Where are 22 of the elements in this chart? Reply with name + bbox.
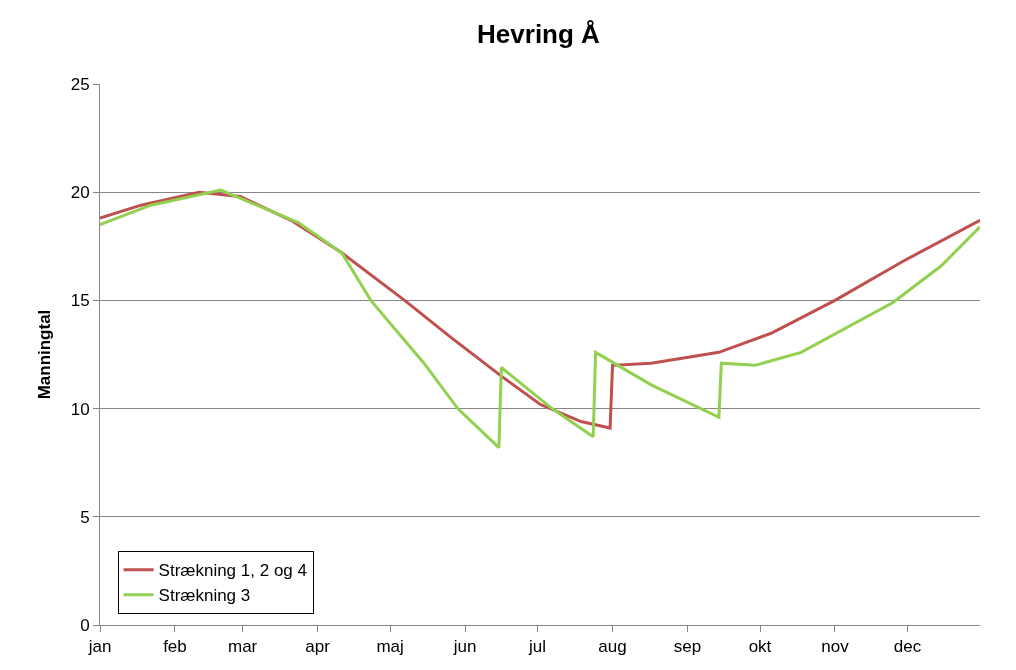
x-tick-label: jul (528, 637, 547, 657)
y-tick-label: 0 (80, 615, 90, 635)
y-tick-label: 25 (70, 74, 90, 94)
chart-title: Hevring Å (477, 18, 601, 49)
x-tick-label: nov (821, 637, 850, 657)
legend-label: Strækning 1, 2 og 4 (158, 561, 307, 581)
y-axis-title: Manningtal (35, 309, 55, 400)
x-tick-label: feb (163, 637, 187, 657)
x-tick-label: aug (598, 637, 627, 657)
y-tick-label: 15 (70, 291, 90, 311)
x-tick-label: mar (228, 637, 258, 657)
y-tick-label: 20 (70, 183, 90, 203)
x-tick-label: sep (673, 637, 702, 657)
x-tick-label: jun (452, 637, 477, 657)
x-tick-label: maj (376, 637, 404, 657)
y-tick-label: 5 (80, 507, 90, 527)
y-tick-label: 10 (70, 399, 90, 419)
legend-label: Strækning 3 (158, 586, 251, 606)
x-tick-label: dec (893, 637, 922, 657)
x-tick-label: jan (87, 637, 112, 657)
x-tick-label: apr (305, 637, 331, 657)
x-tick-label: okt (748, 637, 772, 657)
